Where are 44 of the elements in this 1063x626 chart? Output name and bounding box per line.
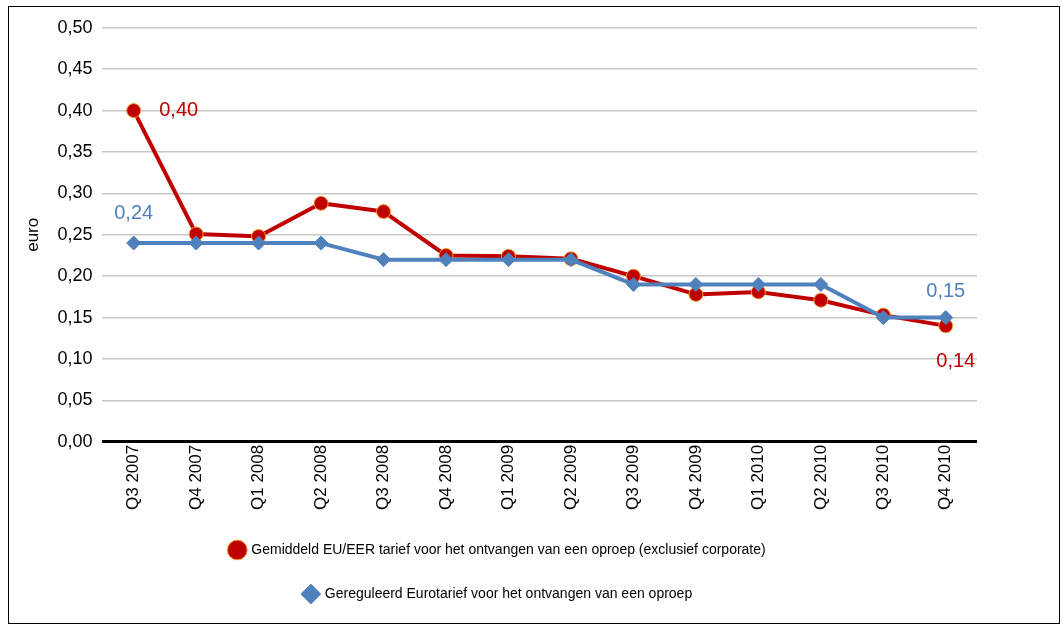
x-tick-label: Q2 2010 xyxy=(810,444,830,511)
y-tick-label: 0,00 xyxy=(57,430,93,451)
x-tick-label: Q4 2008 xyxy=(435,444,455,511)
y-tick-label: 0,10 xyxy=(57,347,93,368)
data-label: 0,24 xyxy=(114,200,154,223)
x-tick-label: Q3 2007 xyxy=(123,444,143,511)
y-tick-label: 0,20 xyxy=(57,265,93,286)
point xyxy=(813,292,829,308)
point xyxy=(813,276,829,292)
point xyxy=(625,276,641,292)
x-tick-label: Q1 2009 xyxy=(498,444,518,511)
x-tick-label: Q1 2008 xyxy=(248,444,268,511)
point xyxy=(500,252,516,268)
y-tick-label: 0,25 xyxy=(57,223,93,244)
legend-label: Gereguleerd Eurotarief voor het ontvangen van een oproep xyxy=(324,584,693,601)
point xyxy=(376,204,392,220)
point xyxy=(938,310,954,326)
point xyxy=(376,252,392,268)
x-tick-label: Q2 2009 xyxy=(560,444,580,511)
x-tick-label: Q1 2010 xyxy=(748,444,768,511)
point xyxy=(313,195,329,211)
point xyxy=(750,276,766,292)
point xyxy=(126,103,142,119)
x-tick-label: Q4 2010 xyxy=(935,444,955,511)
point xyxy=(438,252,454,268)
y-tick-label: 0,30 xyxy=(57,182,93,203)
x-tick-label: Q4 2007 xyxy=(185,444,205,511)
legend-label: Gemiddeld EU/EER tarief voor het ontvangen van een oproep (exclusief corporate) xyxy=(251,540,766,557)
y-axis-title: euro xyxy=(22,217,42,252)
x-tick-label: Q4 2009 xyxy=(685,444,705,511)
y-tick-label: 0,45 xyxy=(57,58,93,79)
data-label: 0,40 xyxy=(159,98,199,121)
y-tick-label: 0,05 xyxy=(57,389,93,410)
data-label: 0,14 xyxy=(936,349,976,372)
y-tick-label: 0,40 xyxy=(57,99,93,120)
y-tick-label: 0,35 xyxy=(57,140,93,161)
x-tick-label: Q2 2008 xyxy=(310,444,330,511)
y-tick-label: 0,15 xyxy=(57,306,93,327)
point xyxy=(688,276,704,292)
x-tick-label: Q3 2009 xyxy=(623,444,643,511)
x-tick-label: Q3 2008 xyxy=(373,444,393,511)
data-label: 0,15 xyxy=(926,279,966,302)
y-tick-label: 0,50 xyxy=(57,16,93,37)
x-tick-label: Q3 2010 xyxy=(872,444,892,511)
